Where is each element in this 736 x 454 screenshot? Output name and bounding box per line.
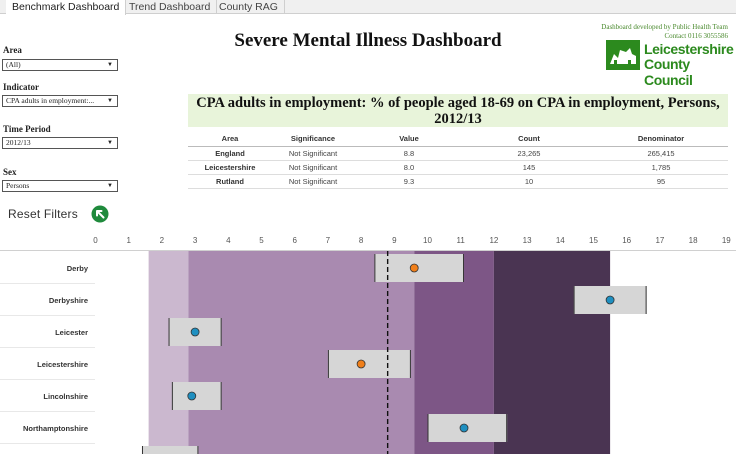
table-cell: Not Significant <box>272 146 354 161</box>
table-cell: 1,785 <box>594 160 728 175</box>
area-label: Derby <box>67 264 89 273</box>
confidence-interval-box <box>171 382 222 410</box>
summary-table-header: Area Significance Value Count Denominato… <box>188 132 728 147</box>
logo-text-line1: Leicestershire <box>644 41 734 57</box>
area-label: Derbyshire <box>49 296 88 305</box>
logo-text-line2: County Council <box>644 56 693 88</box>
x-tick-label: 15 <box>589 236 598 245</box>
reset-arrow-icon[interactable] <box>91 205 109 223</box>
area-label: Northamptonshire <box>23 424 88 433</box>
x-tick-label: 12 <box>489 236 498 245</box>
table-cell: England <box>188 146 272 161</box>
table-row: England Not Significant 8.8 23,265 265,4… <box>188 146 728 161</box>
sex-filter-select[interactable]: Persons ▼ <box>2 180 118 192</box>
benchmark-chart: 0 1 2 3 4 5 6 7 8 9 10 11 12 13 14 15 16 17 18 19DerbyDerby… <box>0 236 736 454</box>
x-tick-label: 13 <box>523 236 532 245</box>
table-cell: Leicestershire <box>188 160 272 175</box>
council-logo <box>606 40 640 70</box>
x-tick-label: 8 <box>359 236 364 245</box>
tab-bar: Benchmark Dashboard Trend Dashboard Coun… <box>0 0 736 15</box>
table-cell: 95 <box>594 174 728 189</box>
x-tick-label: 11 <box>457 236 466 245</box>
chevron-down-icon: ▼ <box>107 62 113 68</box>
indicator-filter-select[interactable]: CPA adults in employment:... ▼ <box>2 95 118 107</box>
x-tick-label: 18 <box>689 236 698 245</box>
table-cell: Not Significant <box>272 174 354 189</box>
page-title: Severe Mental Illness Dashboard <box>234 30 502 51</box>
table-cell: 265,415 <box>594 146 728 161</box>
area-filter-select[interactable]: (All) ▼ <box>2 59 118 71</box>
data-point <box>409 263 419 273</box>
tab-county-rag[interactable]: County RAG <box>213 0 285 14</box>
table-cell: 8.0 <box>354 160 464 175</box>
data-point <box>187 391 197 401</box>
area-label: Lincolnshire <box>43 392 88 401</box>
time-period-filter-label: Time Period <box>3 124 51 134</box>
background-band <box>493 251 611 454</box>
table-cell: Not Significant <box>272 160 354 175</box>
table-row: Leicestershire Not Significant 8.0 145 1… <box>188 160 728 175</box>
data-point <box>190 327 200 337</box>
summary-table: Area Significance Value Count Denominato… <box>188 132 728 189</box>
confidence-interval-box <box>141 446 199 454</box>
table-cell: 145 <box>464 160 594 175</box>
time-period-filter-value: 2012/13 <box>6 138 31 147</box>
data-point <box>605 295 615 305</box>
x-tick-label: 7 <box>326 236 331 245</box>
x-tick-label: 19 <box>722 236 731 245</box>
background-band <box>148 251 189 454</box>
reset-filters-label[interactable]: Reset Filters <box>8 207 78 221</box>
column-header: Value <box>354 132 464 147</box>
x-tick-label: 1 <box>126 236 131 245</box>
x-tick-label: 17 <box>655 236 664 245</box>
x-tick-label: 3 <box>193 236 198 245</box>
table-cell: 9.3 <box>354 174 464 189</box>
x-tick-label: 14 <box>556 236 565 245</box>
table-cell: Rutland <box>188 174 272 189</box>
area-label: Leicester <box>55 328 88 337</box>
area-label: Leicestershire <box>37 360 88 369</box>
column-header: Area <box>188 132 272 147</box>
credit-text: Dashboard developed by Public Health Tea… <box>601 23 728 31</box>
x-tick-label: 2 <box>160 236 165 245</box>
x-tick-label: 6 <box>292 236 297 245</box>
contact-text: Contact 0116 3055586 <box>664 32 728 40</box>
indicator-subtitle: CPA adults in employment: % of people ag… <box>188 94 728 127</box>
x-tick-label: 5 <box>259 236 264 245</box>
chevron-down-icon: ▼ <box>107 98 113 104</box>
indicator-filter-label: Indicator <box>3 82 39 92</box>
table-row: Rutland Not Significant 9.3 10 95 <box>188 174 728 189</box>
column-header: Denominator <box>594 132 728 147</box>
indicator-filter-value: CPA adults in employment:... <box>6 96 95 105</box>
chevron-down-icon: ▼ <box>107 183 113 189</box>
table-cell: 8.8 <box>354 146 464 161</box>
data-point <box>356 359 366 369</box>
sex-filter-value: Persons <box>6 181 30 190</box>
time-period-filter-select[interactable]: 2012/13 ▼ <box>2 137 118 149</box>
x-tick-label: 9 <box>392 236 397 245</box>
area-filter-label: Area <box>3 45 22 55</box>
sex-filter-label: Sex <box>3 167 17 177</box>
x-tick-label: 16 <box>622 236 631 245</box>
tab-benchmark-dashboard[interactable]: Benchmark Dashboard <box>6 0 127 15</box>
data-point <box>459 423 469 433</box>
chevron-down-icon: ▼ <box>107 140 113 146</box>
tab-trend-dashboard[interactable]: Trend Dashboard <box>123 0 218 14</box>
x-tick-label: 10 <box>423 236 432 245</box>
column-header: Count <box>464 132 594 147</box>
confidence-interval-box <box>374 254 465 282</box>
table-cell: 23,265 <box>464 146 594 161</box>
table-cell: 10 <box>464 174 594 189</box>
x-tick-label: 4 <box>226 236 231 245</box>
confidence-interval-box <box>327 350 411 378</box>
x-tick-label: 0 <box>93 236 98 245</box>
area-filter-value: (All) <box>6 60 21 69</box>
column-header: Significance <box>272 132 354 147</box>
